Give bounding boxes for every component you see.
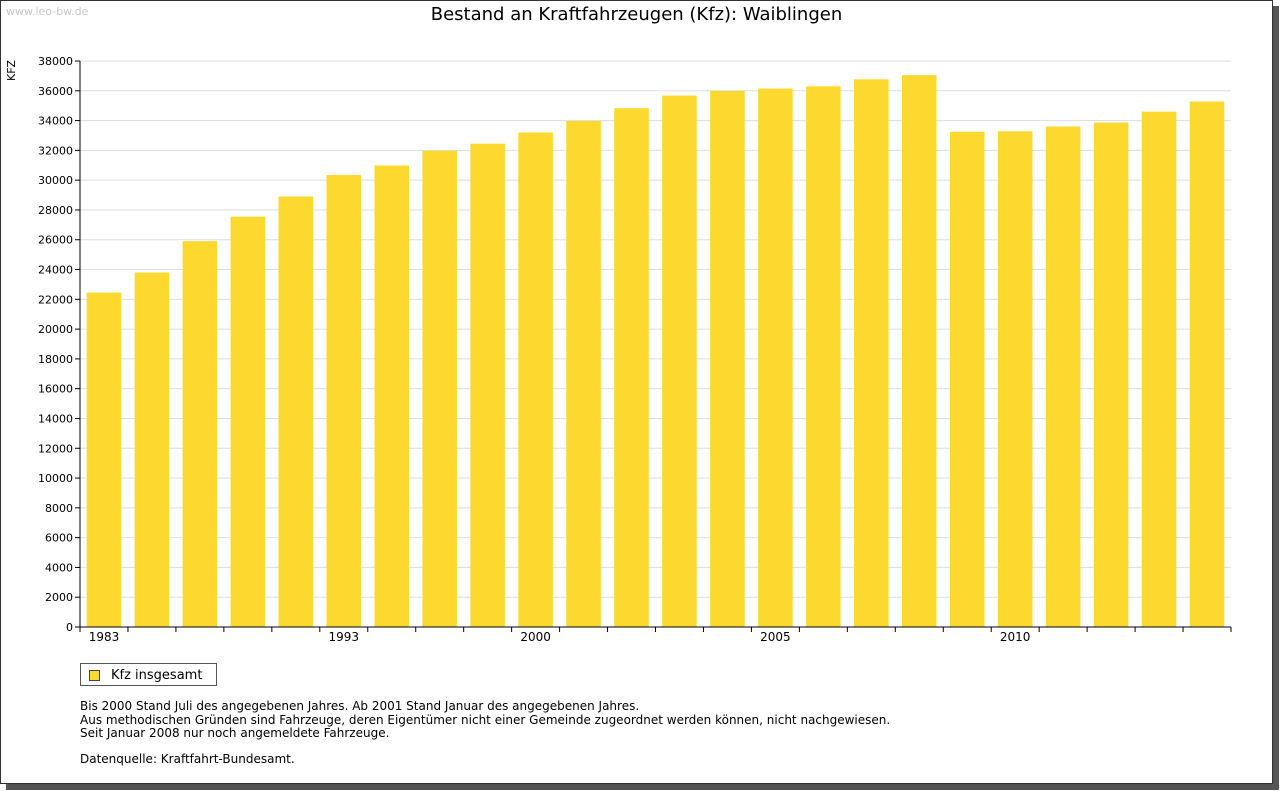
- y-tick-label: 36000: [38, 85, 73, 98]
- bar: [1189, 101, 1225, 628]
- x-tick-label: 1993: [328, 630, 359, 644]
- y-tick-label: 12000: [38, 442, 73, 455]
- legend: Kfz insgesamt: [80, 663, 217, 686]
- bar: [134, 272, 170, 627]
- y-tick-label: 4000: [45, 561, 73, 574]
- y-tick-label: 24000: [38, 264, 73, 277]
- bar: [758, 88, 793, 628]
- bar: [230, 216, 266, 627]
- bar-chart: 0 2000 4000 6000 8000 10000 12000 14000 16000 180…: [38, 55, 1232, 644]
- chart-title: Bestand an Kraftfahrzeugen (Kfz): Waibli…: [430, 4, 843, 25]
- y-tick-label: 2000: [45, 591, 73, 604]
- y-tick-label: 14000: [38, 412, 73, 425]
- x-tick-label: 1983: [89, 630, 120, 644]
- bar: [422, 150, 457, 627]
- y-tick-label: 6000: [45, 532, 73, 545]
- bar: [182, 241, 218, 627]
- bar: [470, 143, 505, 628]
- bar: [902, 75, 937, 627]
- bar: [566, 121, 601, 627]
- y-tick-label: 20000: [38, 323, 73, 336]
- footnotes: Bis 2000 Stand Juli des angegebenen Jahr…: [80, 699, 891, 741]
- x-tick-label: 2010: [1000, 630, 1031, 644]
- legend-label: Kfz insgesamt: [111, 668, 203, 683]
- bar: [997, 131, 1033, 627]
- footnote-line: Bis 2000 Stand Juli des angegebenen Jahr…: [80, 699, 640, 713]
- frame-shadow-right: [1273, 6, 1279, 790]
- bar: [710, 90, 745, 628]
- y-tick-label: 28000: [38, 204, 73, 217]
- bar: [278, 196, 314, 627]
- bar: [518, 132, 553, 627]
- bar: [854, 79, 889, 627]
- footnote-line: Seit Januar 2008 nur noch angemeldete Fa…: [80, 726, 390, 740]
- bar: [374, 165, 409, 628]
- bar: [949, 131, 985, 627]
- footnote-line: Aus methodischen Gründen sind Fahrzeuge,…: [80, 712, 891, 727]
- x-tick-label: 2005: [760, 630, 791, 644]
- bar: [326, 174, 362, 627]
- bar: [86, 292, 122, 627]
- y-tick-label: 30000: [38, 174, 73, 187]
- y-tick-label: 22000: [38, 293, 73, 306]
- y-tick-label: 38000: [38, 55, 73, 68]
- bar: [614, 108, 649, 628]
- x-tick-label: 2000: [520, 630, 551, 644]
- frame-shadow-bottom: [6, 784, 1279, 790]
- y-tick-label: 34000: [38, 115, 73, 128]
- y-tick-label: 32000: [38, 144, 73, 157]
- y-tick-label: 26000: [38, 234, 73, 247]
- y-tick-label: 8000: [45, 502, 73, 515]
- bar: [1093, 122, 1129, 628]
- bar: [806, 86, 841, 628]
- y-tick-label: 16000: [38, 383, 73, 396]
- y-tick-label: 10000: [38, 472, 73, 485]
- y-tick-label: 0: [66, 621, 73, 634]
- data-source: Datenquelle: Kraftfahrt-Bundesamt.: [80, 752, 295, 766]
- y-tick-label: 18000: [38, 353, 73, 366]
- legend-swatch: [89, 670, 100, 681]
- bar: [662, 95, 697, 627]
- watermark: www.leo-bw.de: [6, 5, 89, 18]
- bar: [1141, 111, 1177, 628]
- bar: [1045, 126, 1081, 628]
